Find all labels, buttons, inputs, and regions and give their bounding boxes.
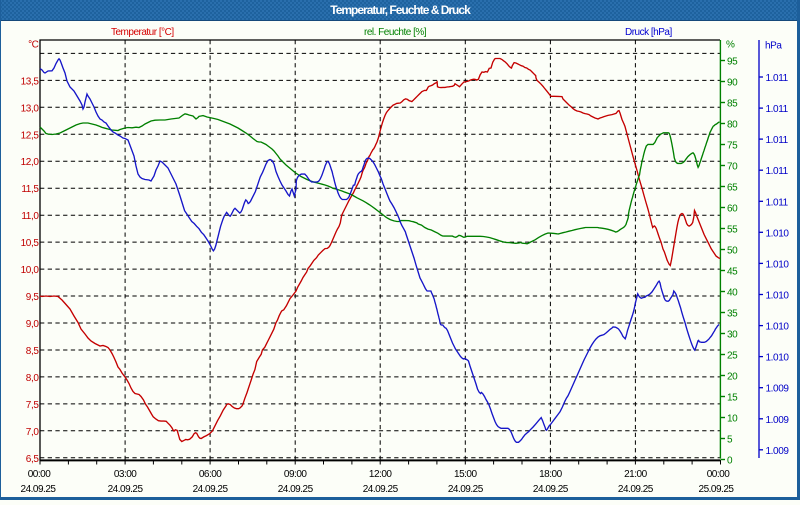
svg-text:15:00: 15:00 [454, 469, 477, 480]
svg-text:1.010: 1.010 [766, 322, 790, 333]
svg-text:1.010: 1.010 [766, 259, 790, 270]
svg-text:°C: °C [28, 40, 39, 51]
svg-text:24.09.25: 24.09.25 [363, 484, 399, 495]
svg-text:13,5: 13,5 [21, 76, 40, 87]
svg-text:8,5: 8,5 [26, 346, 40, 357]
svg-text:24.09.25: 24.09.25 [108, 484, 144, 495]
svg-text:15: 15 [727, 393, 738, 404]
svg-text:85: 85 [727, 99, 738, 110]
svg-text:1.009: 1.009 [766, 446, 790, 457]
svg-text:21:00: 21:00 [624, 469, 647, 480]
svg-text:95: 95 [727, 57, 738, 68]
svg-text:70: 70 [727, 162, 738, 173]
svg-text:1.010: 1.010 [766, 353, 790, 364]
svg-text:12,0: 12,0 [21, 157, 40, 168]
svg-text:10,5: 10,5 [21, 238, 40, 249]
svg-text:45: 45 [727, 267, 738, 278]
svg-text:24.09.25: 24.09.25 [21, 484, 57, 495]
svg-text:0: 0 [727, 456, 733, 467]
svg-text:6,5: 6,5 [26, 454, 40, 465]
svg-text:24.09.25: 24.09.25 [618, 484, 654, 495]
svg-text:90: 90 [727, 78, 738, 89]
svg-text:5: 5 [727, 435, 733, 446]
svg-text:1.011: 1.011 [766, 166, 789, 177]
svg-text:7,0: 7,0 [26, 427, 40, 438]
svg-text:13,0: 13,0 [21, 103, 40, 114]
svg-text:hPa: hPa [765, 41, 782, 52]
svg-text:Druck [hPa]: Druck [hPa] [625, 27, 672, 38]
svg-text:9,5: 9,5 [26, 292, 40, 303]
svg-text:18:00: 18:00 [539, 469, 562, 480]
svg-text:1.010: 1.010 [766, 228, 790, 239]
svg-text:80: 80 [727, 120, 738, 131]
svg-text:8,0: 8,0 [26, 373, 40, 384]
svg-text:20: 20 [727, 372, 738, 383]
svg-text:24.09.25: 24.09.25 [533, 484, 569, 495]
svg-text:10: 10 [727, 414, 738, 425]
svg-text:24.09.25: 24.09.25 [193, 484, 229, 495]
svg-text:9,0: 9,0 [26, 319, 40, 330]
svg-text:1.009: 1.009 [766, 384, 790, 395]
svg-text:60: 60 [727, 204, 738, 215]
svg-text:09:00: 09:00 [284, 469, 307, 480]
svg-text:50: 50 [727, 246, 738, 257]
svg-text:24.09.25: 24.09.25 [278, 484, 314, 495]
svg-text:06:00: 06:00 [199, 469, 222, 480]
svg-text:55: 55 [727, 225, 738, 236]
svg-text:1.011: 1.011 [766, 73, 789, 84]
svg-text:1.011: 1.011 [766, 135, 789, 146]
svg-text:1.009: 1.009 [766, 415, 790, 426]
svg-text:7,5: 7,5 [26, 400, 40, 411]
svg-text:24.09.25: 24.09.25 [448, 484, 484, 495]
svg-text:30: 30 [727, 330, 738, 341]
svg-text:1.011: 1.011 [766, 197, 789, 208]
svg-text:12,5: 12,5 [21, 130, 40, 141]
svg-text:12:00: 12:00 [369, 469, 392, 480]
svg-text:75: 75 [727, 141, 738, 152]
svg-text:%: % [726, 40, 735, 51]
svg-text:1.010: 1.010 [766, 291, 790, 302]
svg-text:1.011: 1.011 [766, 104, 789, 115]
svg-text:03:00: 03:00 [114, 469, 137, 480]
svg-text:25.09.25: 25.09.25 [699, 484, 735, 495]
svg-text:65: 65 [727, 183, 738, 194]
svg-text:00:00: 00:00 [28, 469, 51, 480]
svg-text:Temperatur [°C]: Temperatur [°C] [111, 27, 174, 38]
svg-text:40: 40 [727, 288, 738, 299]
svg-text:rel. Feuchte [%]: rel. Feuchte [%] [364, 27, 427, 38]
svg-text:00:00: 00:00 [707, 469, 730, 480]
svg-text:35: 35 [727, 309, 738, 320]
svg-text:10,0: 10,0 [21, 265, 40, 276]
svg-text:11,0: 11,0 [21, 211, 39, 222]
svg-text:11,5: 11,5 [21, 184, 39, 195]
svg-text:25: 25 [727, 351, 738, 362]
